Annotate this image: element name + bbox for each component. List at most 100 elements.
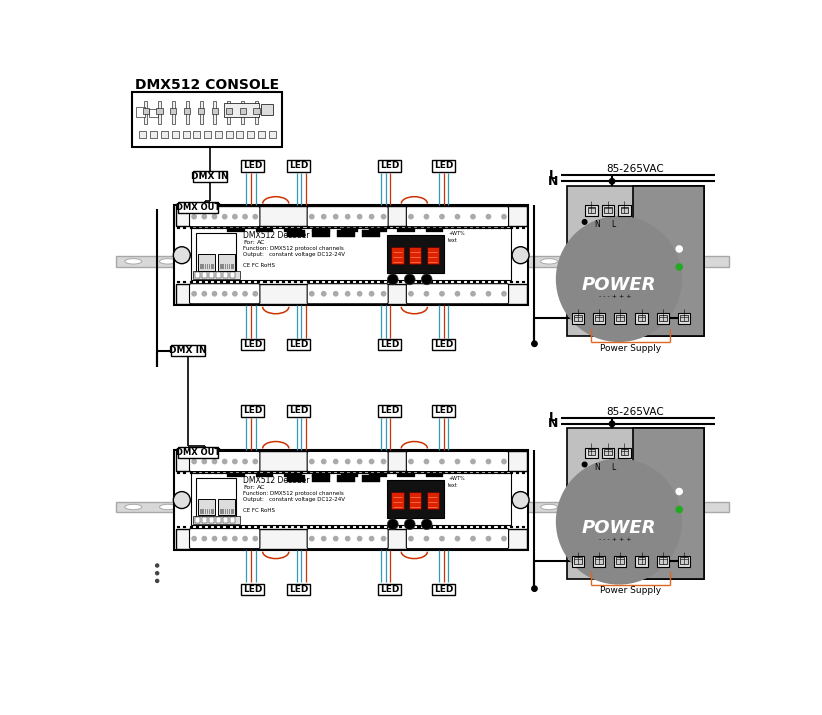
Bar: [201, 509, 202, 514]
Bar: [257, 227, 261, 230]
Bar: [497, 526, 501, 528]
Bar: [678, 313, 690, 324]
Bar: [397, 228, 415, 232]
Bar: [231, 265, 232, 269]
Bar: [340, 473, 358, 477]
Bar: [221, 509, 223, 514]
Bar: [430, 227, 433, 230]
Bar: [381, 227, 384, 230]
Bar: [158, 102, 161, 124]
Bar: [178, 227, 180, 230]
Bar: [202, 526, 205, 528]
Bar: [215, 472, 217, 474]
Circle shape: [455, 214, 459, 219]
Text: LED: LED: [380, 585, 399, 594]
Circle shape: [422, 519, 432, 530]
Bar: [170, 108, 177, 114]
Bar: [142, 108, 149, 114]
Bar: [522, 227, 525, 230]
Ellipse shape: [679, 504, 696, 510]
Bar: [680, 315, 688, 321]
Bar: [227, 281, 229, 283]
Circle shape: [381, 292, 386, 296]
Ellipse shape: [644, 259, 662, 264]
Circle shape: [173, 247, 190, 264]
Circle shape: [424, 292, 428, 296]
Bar: [430, 472, 433, 474]
Bar: [200, 265, 201, 269]
Bar: [233, 227, 236, 230]
Circle shape: [369, 214, 374, 219]
Circle shape: [677, 246, 682, 252]
Text: +WT%: +WT%: [448, 475, 465, 480]
Bar: [337, 472, 340, 474]
Bar: [212, 108, 218, 114]
Bar: [362, 281, 365, 283]
Text: LED: LED: [243, 585, 262, 594]
Bar: [340, 228, 358, 232]
Bar: [251, 281, 254, 283]
Bar: [282, 281, 285, 283]
Circle shape: [192, 214, 196, 219]
Bar: [618, 205, 630, 216]
Bar: [251, 227, 254, 230]
Circle shape: [556, 216, 682, 342]
Circle shape: [202, 292, 206, 296]
Bar: [202, 272, 207, 278]
Circle shape: [424, 214, 428, 219]
Bar: [263, 526, 266, 528]
Bar: [288, 475, 305, 482]
Bar: [172, 132, 178, 138]
Bar: [411, 472, 414, 474]
Circle shape: [369, 459, 374, 463]
Bar: [215, 272, 221, 278]
Bar: [386, 235, 445, 273]
Bar: [176, 529, 527, 549]
Bar: [176, 451, 527, 471]
Bar: [300, 472, 303, 474]
Bar: [319, 526, 322, 528]
Bar: [399, 472, 402, 474]
Bar: [386, 526, 390, 528]
Text: LED: LED: [243, 340, 262, 349]
Bar: [198, 108, 204, 114]
Ellipse shape: [333, 504, 349, 510]
Bar: [275, 472, 279, 474]
Bar: [567, 186, 704, 336]
Bar: [423, 472, 427, 474]
Bar: [294, 227, 298, 230]
Bar: [349, 281, 353, 283]
Bar: [436, 526, 439, 528]
Bar: [282, 526, 285, 528]
Bar: [362, 526, 365, 528]
Text: CE FC RoHS: CE FC RoHS: [243, 262, 275, 267]
Circle shape: [233, 292, 237, 296]
Bar: [300, 227, 303, 230]
Bar: [331, 281, 335, 283]
Bar: [442, 526, 446, 528]
Bar: [282, 472, 285, 474]
Bar: [460, 281, 464, 283]
Circle shape: [212, 214, 217, 219]
Text: L: L: [612, 463, 616, 472]
Circle shape: [609, 179, 615, 184]
Bar: [209, 265, 210, 269]
Bar: [621, 207, 628, 213]
Circle shape: [387, 519, 398, 530]
Ellipse shape: [506, 259, 523, 264]
Circle shape: [253, 459, 257, 463]
Bar: [237, 132, 243, 138]
Bar: [325, 227, 328, 230]
Bar: [427, 492, 439, 509]
Bar: [411, 227, 414, 230]
Text: DMX512 Decoder: DMX512 Decoder: [243, 231, 310, 240]
Bar: [241, 102, 244, 124]
Bar: [405, 281, 409, 283]
Circle shape: [345, 536, 350, 541]
Bar: [288, 160, 311, 172]
Bar: [312, 227, 316, 230]
Bar: [231, 509, 232, 514]
Bar: [294, 526, 298, 528]
Bar: [638, 558, 645, 563]
Bar: [386, 472, 390, 474]
